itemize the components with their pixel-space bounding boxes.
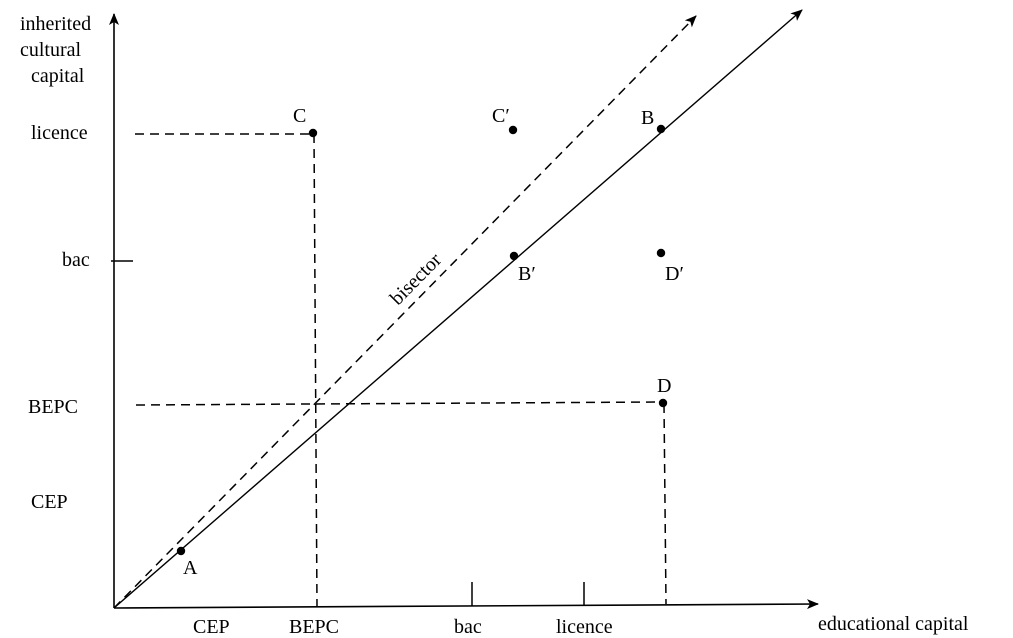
c-vertical-guide [313, 133, 318, 607]
x-tick-bepc: BEPC [289, 616, 339, 638]
y-tick-licence: licence [31, 122, 88, 144]
point-c [308, 128, 318, 138]
y-axis-label-line-3: capital [31, 65, 85, 87]
bisector-label: bisector [386, 249, 446, 310]
y-axis-label-line-2: cultural [20, 39, 82, 61]
point-b-prime [509, 251, 519, 261]
d-vertical-guide [663, 403, 667, 605]
x-tick-cep: CEP [193, 616, 230, 638]
d-horizontal-guide [135, 401, 663, 406]
point-a-label: A [183, 557, 198, 579]
x-tick-licence: licence [556, 616, 613, 638]
point-c-label: C [293, 105, 306, 127]
point-b-label: B [641, 107, 654, 129]
point-b [656, 124, 666, 134]
y-tick-bac: bac [62, 249, 90, 271]
point-c-prime-label: C′ [492, 105, 510, 127]
point-d [658, 398, 668, 408]
point-d-prime-label: D′ [665, 263, 684, 285]
point-a [176, 546, 186, 556]
x-tick-bac: bac [454, 616, 482, 638]
point-c-prime [508, 125, 518, 135]
point-b-prime-label: B′ [518, 263, 536, 285]
bisector-line [113, 15, 697, 609]
y-axis-label-line-1: inherited [20, 13, 91, 35]
x-axis-label: educational capital [818, 613, 969, 635]
point-d-label: D [657, 375, 671, 397]
x-axis [113, 599, 819, 610]
y-tick-bepc: BEPC [28, 396, 78, 418]
solid-diagonal-line [113, 9, 803, 609]
y-tick-cep: CEP [31, 491, 68, 513]
point-d-prime [656, 248, 666, 258]
